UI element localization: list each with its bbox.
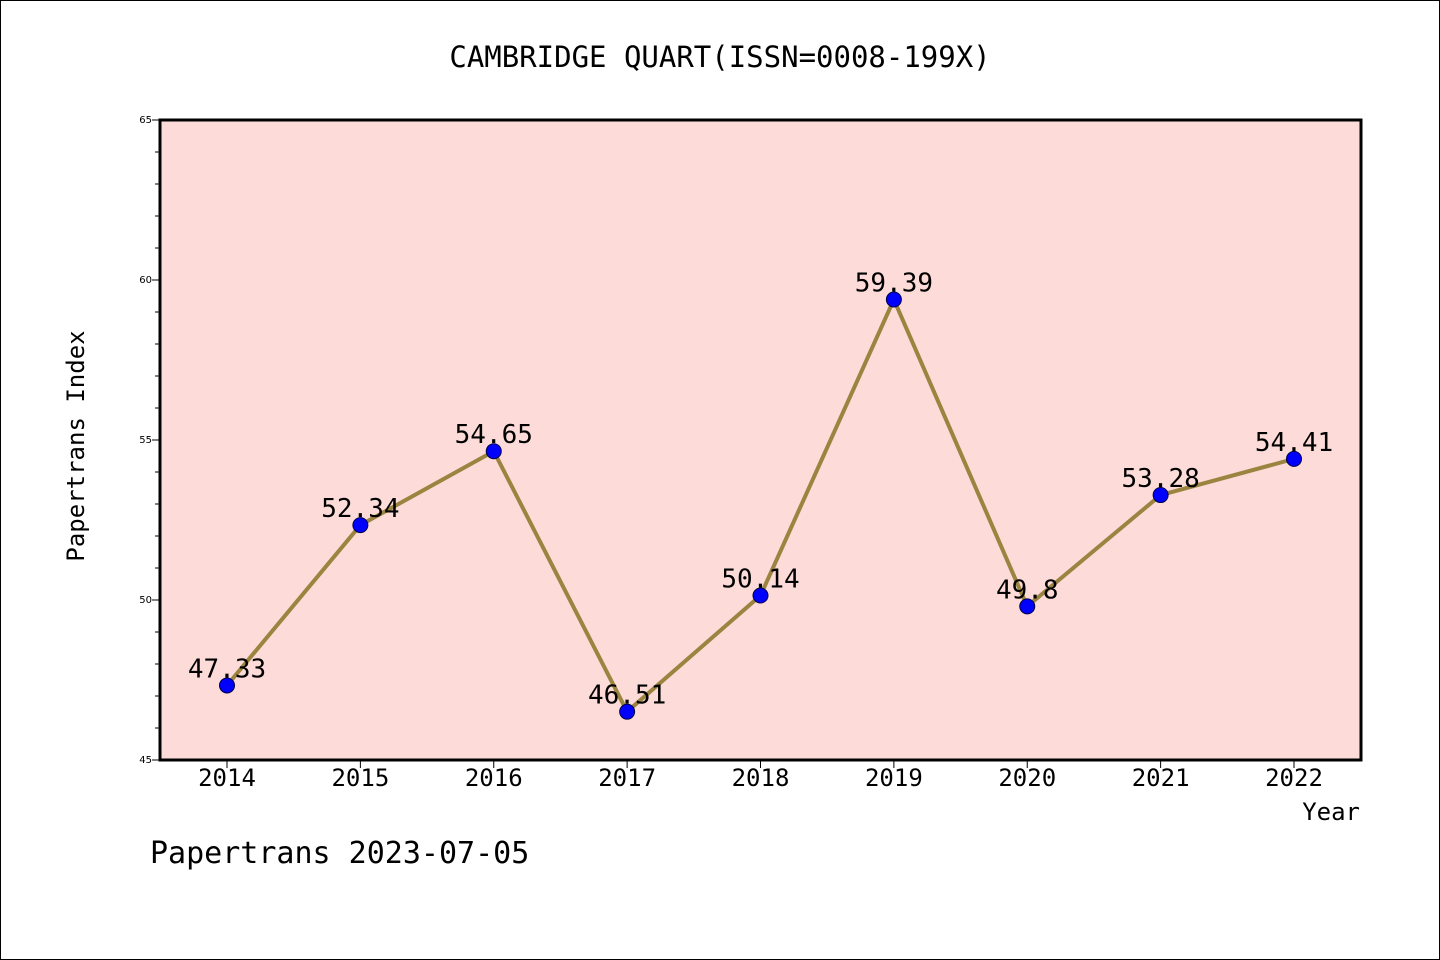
series-line-group [219, 291, 1302, 720]
data-point-marker [1152, 487, 1169, 504]
y-tick-label: 65 [139, 115, 152, 126]
data-label: 54.41 [1255, 428, 1333, 458]
y-axis-label: Papertrans Index [62, 330, 90, 561]
data-point-marker [352, 517, 369, 534]
data-label: 50.14 [721, 565, 799, 595]
y-tick-label: 55 [139, 435, 152, 446]
chart-title: CAMBRIDGE QUART(ISSN=0008-199X) [449, 40, 990, 74]
x-tick-label: 2021 [1132, 764, 1190, 792]
x-tick-label: 2018 [732, 764, 790, 792]
data-label: 59.39 [855, 269, 933, 299]
y-tick-label: 60 [139, 275, 152, 286]
y-axis: 45 50 55 60 65 [139, 115, 160, 766]
x-tick-label: 2020 [998, 764, 1056, 792]
data-labels: 47.33 52.34 54.65 46.51 50.14 59.39 49.8 53.28 5… [188, 269, 1333, 711]
data-label: 49.8 [996, 575, 1059, 605]
x-tick-label: 2022 [1265, 764, 1323, 792]
data-label: 47.33 [188, 654, 266, 684]
x-axis: 2014 2015 2016 2017 2018 2019 2020 2021 2022 [198, 760, 1323, 792]
x-tick-label: 2017 [598, 764, 656, 792]
y-tick-label: 45 [139, 755, 152, 766]
x-tick-label: 2014 [198, 764, 256, 792]
data-label: 54.65 [455, 420, 533, 450]
y-tick-label: 50 [139, 595, 152, 606]
x-tick-label: 2019 [865, 764, 923, 792]
x-tick-label: 2016 [465, 764, 523, 792]
data-point-marker [885, 291, 902, 308]
plot-area [158, 118, 1363, 762]
footer-text: Papertrans 2023-07-05 [150, 836, 529, 871]
data-point-marker [619, 703, 636, 720]
data-point-marker [1019, 598, 1036, 615]
x-tick-label: 2015 [331, 764, 389, 792]
x-axis-label: Year [1302, 798, 1360, 826]
data-point-marker [219, 677, 235, 694]
data-point-marker [752, 587, 769, 604]
data-label: 52.34 [321, 494, 399, 524]
data-point-marker [485, 443, 502, 460]
data-label: 53.28 [1121, 464, 1199, 494]
data-label: 46.51 [588, 681, 666, 711]
data-point-marker [1286, 450, 1302, 467]
